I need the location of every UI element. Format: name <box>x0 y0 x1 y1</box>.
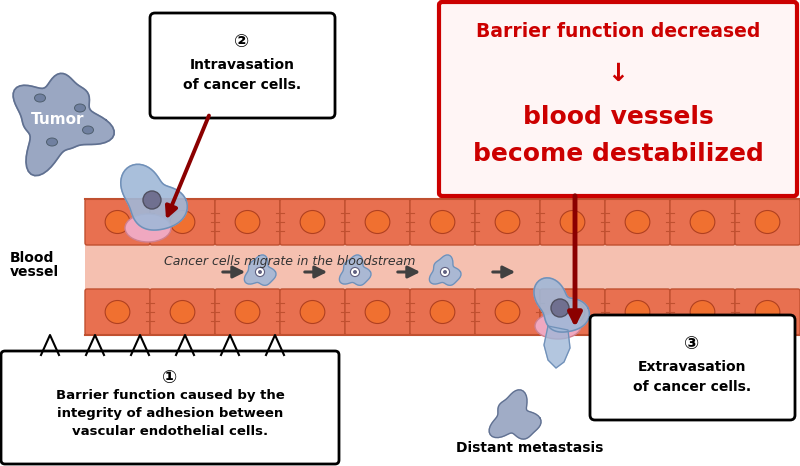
Ellipse shape <box>365 211 390 233</box>
FancyBboxPatch shape <box>670 199 735 245</box>
FancyBboxPatch shape <box>439 2 797 196</box>
Ellipse shape <box>625 211 650 233</box>
FancyBboxPatch shape <box>280 289 345 335</box>
Text: ↓: ↓ <box>607 62 629 86</box>
FancyBboxPatch shape <box>85 289 150 335</box>
Polygon shape <box>13 74 114 176</box>
Text: ①: ① <box>162 369 178 387</box>
FancyBboxPatch shape <box>410 199 475 245</box>
FancyBboxPatch shape <box>345 289 410 335</box>
Ellipse shape <box>235 211 260 233</box>
Polygon shape <box>490 390 541 439</box>
FancyBboxPatch shape <box>590 315 795 420</box>
Ellipse shape <box>235 301 260 323</box>
Polygon shape <box>221 335 239 355</box>
Polygon shape <box>86 335 104 355</box>
FancyBboxPatch shape <box>475 199 540 245</box>
Ellipse shape <box>105 301 130 323</box>
FancyBboxPatch shape <box>735 289 800 335</box>
Ellipse shape <box>255 267 265 276</box>
FancyBboxPatch shape <box>540 199 605 245</box>
Text: Barrier function caused by the: Barrier function caused by the <box>56 389 284 402</box>
Text: Intravasation: Intravasation <box>190 58 294 72</box>
Ellipse shape <box>560 211 585 233</box>
Text: vascular endothelial cells.: vascular endothelial cells. <box>72 425 268 438</box>
Ellipse shape <box>755 301 780 323</box>
Polygon shape <box>121 164 187 230</box>
Bar <box>85 199 800 245</box>
Polygon shape <box>430 255 461 285</box>
FancyBboxPatch shape <box>735 199 800 245</box>
Polygon shape <box>534 278 590 332</box>
Text: become destabilized: become destabilized <box>473 142 763 166</box>
Ellipse shape <box>34 94 46 102</box>
FancyBboxPatch shape <box>150 13 335 118</box>
FancyBboxPatch shape <box>540 289 605 335</box>
Ellipse shape <box>535 313 581 339</box>
Polygon shape <box>176 335 194 355</box>
FancyBboxPatch shape <box>605 289 670 335</box>
Ellipse shape <box>350 267 359 276</box>
Ellipse shape <box>430 211 455 233</box>
FancyBboxPatch shape <box>475 289 540 335</box>
Text: ③: ③ <box>684 335 700 353</box>
Text: of cancer cells.: of cancer cells. <box>183 78 301 92</box>
FancyBboxPatch shape <box>85 199 150 245</box>
Ellipse shape <box>430 301 455 323</box>
Ellipse shape <box>143 191 161 209</box>
FancyBboxPatch shape <box>670 289 735 335</box>
Ellipse shape <box>300 301 325 323</box>
FancyBboxPatch shape <box>345 199 410 245</box>
FancyBboxPatch shape <box>215 289 280 335</box>
Ellipse shape <box>495 301 520 323</box>
FancyBboxPatch shape <box>410 289 475 335</box>
FancyBboxPatch shape <box>1 351 339 464</box>
Ellipse shape <box>353 270 357 274</box>
Text: vessel: vessel <box>10 265 59 279</box>
FancyBboxPatch shape <box>150 199 215 245</box>
Ellipse shape <box>690 301 715 323</box>
Ellipse shape <box>125 214 171 242</box>
Ellipse shape <box>365 301 390 323</box>
Bar <box>85 289 800 335</box>
Ellipse shape <box>258 270 262 274</box>
Ellipse shape <box>105 211 130 233</box>
FancyBboxPatch shape <box>280 199 345 245</box>
Text: blood vessels: blood vessels <box>522 105 714 129</box>
Ellipse shape <box>300 211 325 233</box>
Text: Barrier function decreased: Barrier function decreased <box>476 22 760 41</box>
Text: of cancer cells.: of cancer cells. <box>633 380 751 394</box>
Text: ②: ② <box>234 33 250 51</box>
Ellipse shape <box>170 211 195 233</box>
FancyBboxPatch shape <box>215 199 280 245</box>
Text: Blood: Blood <box>10 251 54 265</box>
Text: Tumor: Tumor <box>31 112 85 128</box>
Polygon shape <box>266 335 284 355</box>
FancyBboxPatch shape <box>150 289 215 335</box>
FancyBboxPatch shape <box>605 199 670 245</box>
Ellipse shape <box>551 299 569 317</box>
Ellipse shape <box>441 267 450 276</box>
Polygon shape <box>41 335 59 355</box>
Ellipse shape <box>170 301 195 323</box>
Ellipse shape <box>690 211 715 233</box>
Text: Cancer cells migrate in the bloodstream: Cancer cells migrate in the bloodstream <box>164 255 416 268</box>
Polygon shape <box>544 326 570 368</box>
Ellipse shape <box>560 301 585 323</box>
Bar <box>85 245 800 289</box>
Text: integrity of adhesion between: integrity of adhesion between <box>57 407 283 420</box>
Polygon shape <box>245 255 276 285</box>
Polygon shape <box>339 255 371 285</box>
Ellipse shape <box>625 301 650 323</box>
Ellipse shape <box>755 211 780 233</box>
Ellipse shape <box>495 211 520 233</box>
Ellipse shape <box>82 126 94 134</box>
Ellipse shape <box>443 270 447 274</box>
Text: Extravasation: Extravasation <box>638 360 746 374</box>
Ellipse shape <box>74 104 86 112</box>
Polygon shape <box>131 335 149 355</box>
Text: Distant metastasis: Distant metastasis <box>456 441 604 455</box>
Ellipse shape <box>46 138 58 146</box>
